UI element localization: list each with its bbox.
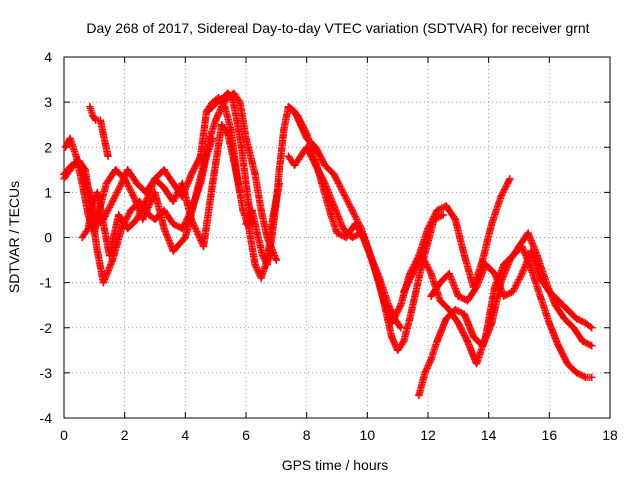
y-tick-label: 1 xyxy=(44,184,52,200)
x-tick-label: 14 xyxy=(481,427,497,443)
y-axis-label: SDTVAR / TECUs xyxy=(6,181,22,293)
series-track-i xyxy=(285,104,512,327)
y-tick-label: -4 xyxy=(40,410,53,426)
y-tick-label: 3 xyxy=(44,94,52,110)
x-axis-label: GPS time / hours xyxy=(282,457,389,473)
y-tick-label: -3 xyxy=(40,365,53,381)
x-tick-label: 6 xyxy=(242,427,250,443)
x-tick-labels: 0 2 4 6 8 10 12 14 16 18 xyxy=(60,427,618,443)
data-series xyxy=(61,90,595,398)
series-track-e xyxy=(87,104,111,160)
sdtvar-chart: 0 2 4 6 8 10 12 14 16 18 -4-3-2-101234 Day 268 of… xyxy=(0,0,640,480)
series-track-k xyxy=(416,230,595,398)
y-tick-labels: -4 -3 -2 -1 0 1 2 3 4 xyxy=(40,49,53,426)
series-markers xyxy=(285,104,512,327)
x-tick-label: 4 xyxy=(181,427,189,443)
x-tick-label: 10 xyxy=(360,427,376,443)
y-tick-label: 4 xyxy=(44,49,52,65)
x-tick-label: 12 xyxy=(420,427,436,443)
chart-title: Day 268 of 2017, Sidereal Day-to-day VTE… xyxy=(86,20,589,36)
series-markers xyxy=(416,230,595,398)
series-markers xyxy=(87,104,111,160)
x-tick-label: 18 xyxy=(602,427,618,443)
x-tick-label: 16 xyxy=(542,427,558,443)
y-tick-label: 0 xyxy=(44,230,52,246)
x-tick-label: 2 xyxy=(121,427,129,443)
y-tick-label: -2 xyxy=(40,320,53,336)
x-tick-label: 8 xyxy=(303,427,311,443)
x-tick-label: 0 xyxy=(60,427,68,443)
y-tick-label: 2 xyxy=(44,139,52,155)
y-tick-label: -1 xyxy=(40,275,53,291)
